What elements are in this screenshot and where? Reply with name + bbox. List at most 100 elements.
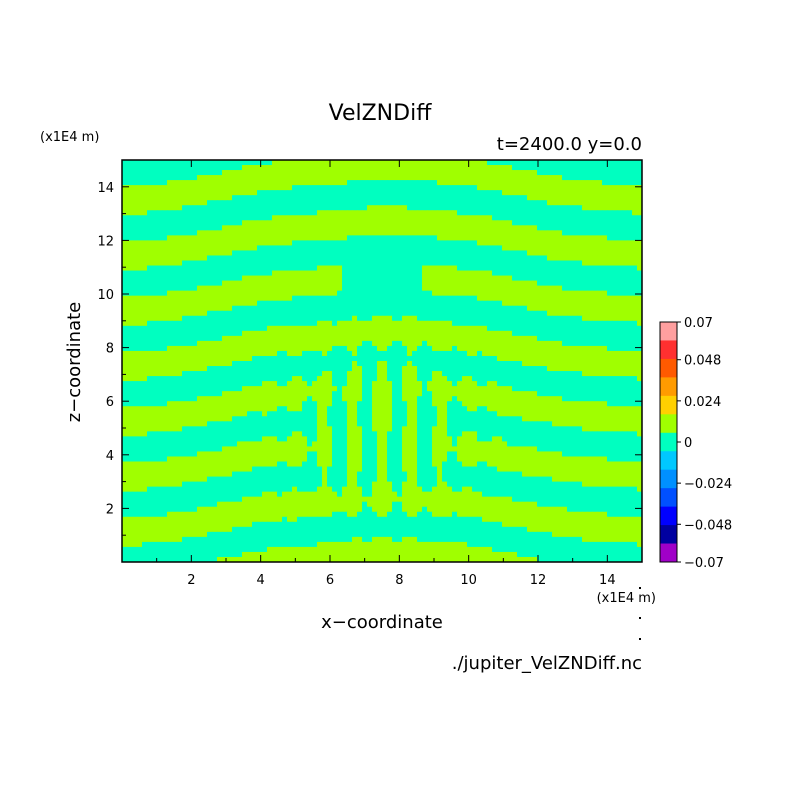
field-cell bbox=[342, 300, 348, 307]
field-cell bbox=[632, 240, 638, 247]
field-cell bbox=[512, 260, 518, 267]
field-cell bbox=[122, 391, 128, 397]
field-cell bbox=[477, 245, 483, 252]
field-cell bbox=[122, 210, 128, 216]
field-cell bbox=[502, 180, 508, 186]
field-cell bbox=[252, 335, 258, 342]
field-cell bbox=[362, 265, 368, 272]
field-cell bbox=[177, 235, 183, 242]
field-cell bbox=[602, 185, 608, 191]
field-cell bbox=[452, 305, 458, 312]
field-cell bbox=[397, 290, 403, 297]
field-cell bbox=[452, 255, 458, 262]
field-cell bbox=[372, 190, 378, 196]
field-cell bbox=[617, 320, 623, 327]
field-cell bbox=[162, 295, 168, 302]
field-cell bbox=[137, 386, 143, 392]
field-cell bbox=[617, 230, 623, 236]
field-cell bbox=[427, 175, 433, 181]
field-cell bbox=[407, 371, 413, 377]
field-cell bbox=[592, 381, 598, 387]
field-cell bbox=[122, 330, 128, 337]
field-cell bbox=[512, 355, 518, 362]
field-cell bbox=[257, 350, 263, 357]
field-cell bbox=[307, 285, 313, 292]
field-cell bbox=[192, 270, 198, 277]
field-cell bbox=[447, 260, 453, 267]
field-cell bbox=[597, 381, 603, 387]
field-cell bbox=[542, 265, 548, 272]
field-cell bbox=[242, 260, 248, 267]
field-cell bbox=[502, 340, 508, 347]
field-cell bbox=[177, 230, 183, 236]
field-cell bbox=[542, 200, 548, 206]
field-cell bbox=[187, 165, 193, 171]
field-cell bbox=[142, 300, 148, 307]
field-cell bbox=[547, 361, 553, 367]
field-cell bbox=[612, 270, 618, 277]
field-cell bbox=[567, 210, 573, 216]
field-cell bbox=[392, 260, 398, 267]
field-cell bbox=[202, 235, 208, 242]
field-cell bbox=[427, 335, 433, 342]
field-cell bbox=[432, 361, 438, 367]
field-cell bbox=[372, 210, 378, 216]
field-cell bbox=[197, 285, 203, 292]
field-cell bbox=[172, 290, 178, 297]
field-cell bbox=[517, 396, 523, 402]
field-cell bbox=[387, 190, 393, 196]
field-cell bbox=[277, 170, 283, 176]
field-cell bbox=[207, 215, 213, 221]
field-cell bbox=[567, 220, 573, 226]
field-cell bbox=[582, 386, 588, 392]
field-cell bbox=[452, 300, 458, 307]
field-cell bbox=[287, 320, 293, 327]
field-cell bbox=[462, 371, 468, 377]
field-cell bbox=[132, 275, 138, 282]
field-cell bbox=[252, 245, 258, 252]
field-cell bbox=[457, 335, 463, 342]
field-cell bbox=[497, 210, 503, 216]
field-cell bbox=[427, 361, 433, 367]
field-cell bbox=[282, 310, 288, 317]
field-cell bbox=[352, 225, 358, 231]
field-cell bbox=[212, 255, 218, 262]
field-cell bbox=[522, 185, 528, 191]
field-cell bbox=[632, 255, 638, 262]
field-cell bbox=[217, 355, 223, 362]
field-cell bbox=[152, 200, 158, 206]
field-cell bbox=[137, 280, 143, 287]
field-cell bbox=[637, 295, 642, 302]
field-cell bbox=[412, 220, 418, 226]
field-cell bbox=[607, 170, 613, 176]
field-cell bbox=[142, 340, 148, 347]
field-cell bbox=[162, 185, 168, 191]
field-cell bbox=[247, 230, 253, 236]
field-cell bbox=[367, 165, 373, 171]
field-cell bbox=[122, 320, 128, 327]
field-cell bbox=[562, 170, 568, 176]
field-cell bbox=[527, 315, 533, 322]
field-cell bbox=[417, 376, 423, 382]
field-cell bbox=[637, 340, 642, 347]
field-cell bbox=[202, 230, 208, 236]
field-cell bbox=[637, 210, 642, 216]
field-cell bbox=[162, 200, 168, 206]
field-cell bbox=[292, 220, 298, 226]
field-cell bbox=[557, 205, 563, 211]
field-cell bbox=[577, 366, 583, 372]
field-cell bbox=[497, 345, 503, 352]
field-cell bbox=[512, 220, 518, 226]
field-cell bbox=[397, 355, 403, 362]
field-cell bbox=[337, 275, 343, 282]
field-cell bbox=[572, 340, 578, 347]
field-cell bbox=[402, 260, 408, 267]
field-cell bbox=[382, 200, 388, 206]
field-cell bbox=[537, 195, 543, 201]
field-cell bbox=[157, 290, 163, 297]
field-cell bbox=[527, 310, 533, 317]
field-cell bbox=[202, 185, 208, 191]
field-cell bbox=[502, 315, 508, 322]
field-cell bbox=[342, 165, 348, 171]
field-cell bbox=[492, 170, 498, 176]
